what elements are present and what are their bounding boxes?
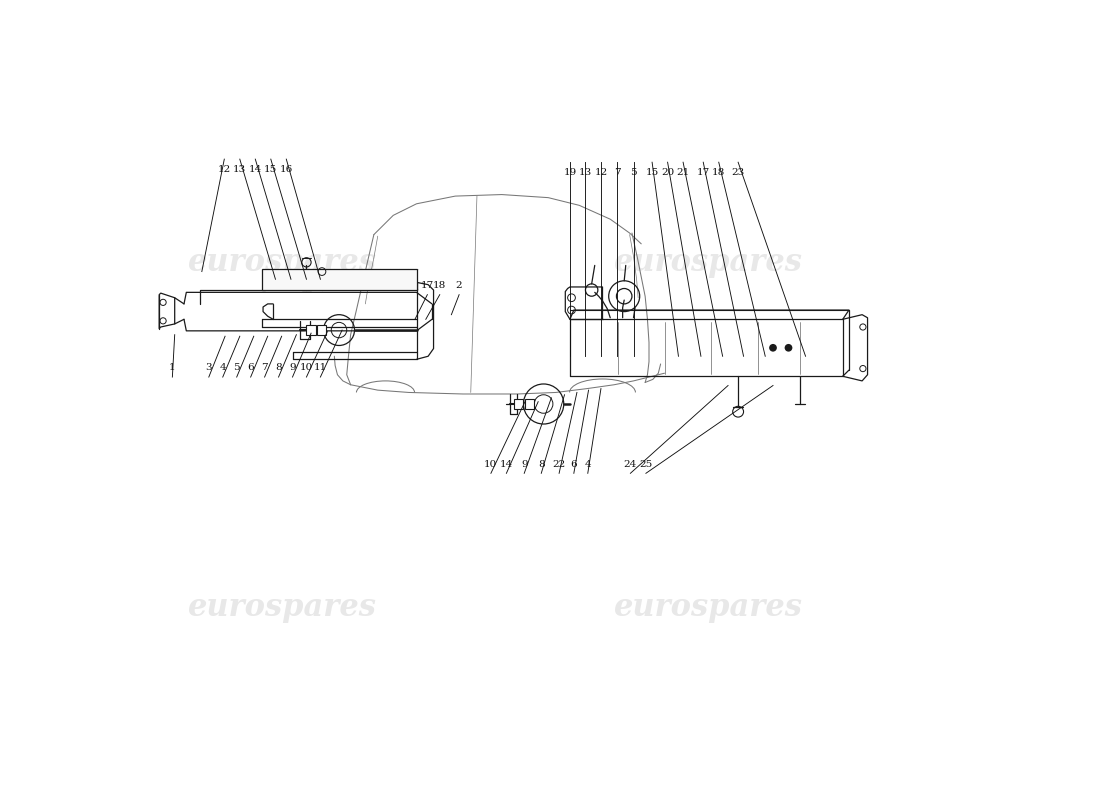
Text: 1: 1 <box>169 363 176 373</box>
Circle shape <box>784 344 792 352</box>
Text: 13: 13 <box>579 168 592 178</box>
Text: 16: 16 <box>279 166 293 174</box>
Bar <box>307 325 316 335</box>
Text: 3: 3 <box>206 363 212 373</box>
Bar <box>514 398 524 410</box>
Text: eurospares: eurospares <box>188 247 377 278</box>
Text: 2: 2 <box>455 281 462 290</box>
Text: 9: 9 <box>289 363 296 373</box>
Text: 11: 11 <box>314 363 327 373</box>
Circle shape <box>769 344 777 352</box>
Text: 4: 4 <box>219 363 227 373</box>
Text: 6: 6 <box>571 460 578 469</box>
Text: 12: 12 <box>218 166 231 174</box>
Text: eurospares: eurospares <box>614 247 803 278</box>
Text: 14: 14 <box>249 166 262 174</box>
Text: 20: 20 <box>661 168 674 178</box>
Text: 8: 8 <box>275 363 282 373</box>
Text: 4: 4 <box>584 460 591 469</box>
Text: 22: 22 <box>552 460 565 469</box>
Text: 18: 18 <box>712 168 725 178</box>
Text: 10: 10 <box>484 460 497 469</box>
Text: 18: 18 <box>433 281 447 290</box>
Text: 14: 14 <box>499 460 513 469</box>
Bar <box>317 325 326 335</box>
Text: eurospares: eurospares <box>614 592 803 622</box>
Text: 9: 9 <box>521 460 528 469</box>
Text: 8: 8 <box>538 460 544 469</box>
Text: 15: 15 <box>646 168 659 178</box>
Text: 10: 10 <box>300 363 313 373</box>
Text: 5: 5 <box>233 363 240 373</box>
Text: 23: 23 <box>732 168 745 178</box>
Text: 13: 13 <box>233 166 246 174</box>
Text: 21: 21 <box>676 168 690 178</box>
Text: 25: 25 <box>639 460 652 469</box>
Text: eurospares: eurospares <box>188 592 377 622</box>
Text: 12: 12 <box>594 168 607 178</box>
Text: 7: 7 <box>614 168 620 178</box>
Text: 19: 19 <box>563 168 576 178</box>
Text: 24: 24 <box>624 460 637 469</box>
Text: 6: 6 <box>248 363 254 373</box>
Bar <box>525 398 535 410</box>
Text: 15: 15 <box>264 166 277 174</box>
Bar <box>262 270 417 290</box>
Text: 5: 5 <box>630 168 637 178</box>
Text: 17: 17 <box>420 281 434 290</box>
Text: 17: 17 <box>696 168 710 178</box>
Text: 7: 7 <box>262 363 268 373</box>
